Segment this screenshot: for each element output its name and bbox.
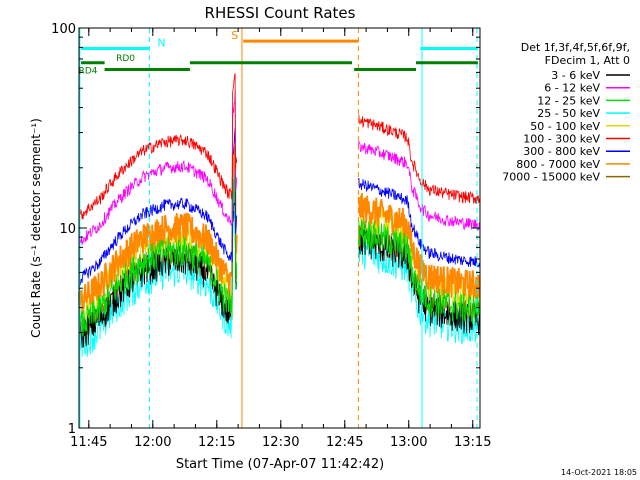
legend-label: 50 - 100 keV [530,120,600,133]
legend-label: 6 - 12 keV [544,82,600,95]
legend-label: 300 - 800 keV [523,145,600,158]
series-line-7 [78,127,238,285]
legend-title-line-1: Det 1f,3f,4f,5f,6f,9f, [521,41,630,54]
legend-title-line-2: FDecim 1, Att 0 [545,54,630,67]
series-line-8 [357,193,481,301]
legend-label: 7000 - 15000 keV [502,171,600,184]
x-tick-label: 13:15 [454,435,491,450]
y-axis: 1 10 100 [51,22,480,437]
legend-label: 100 - 300 keV [523,133,600,146]
legend-label: 800 - 7000 keV [516,158,600,171]
x-tick-label: 12:45 [326,435,363,450]
x-axis-label: Start Time (07-Apr-07 11:42:42) [176,457,384,472]
series-line-3 [78,174,238,344]
series-line-6 [358,114,481,204]
legend-label: 3 - 6 keV [551,69,600,82]
y-tick-label: 1 [68,422,76,437]
chart-title: RHESSI Count Rates [205,4,356,22]
x-tick-label: 12:30 [262,435,299,450]
y-axis-label: Count Rate (s⁻¹ detector segment⁻¹) [29,118,43,338]
series-line-3 [358,219,481,325]
series-line-6 [78,73,238,222]
decimation-label: RD4 [79,67,98,77]
y-tick-label: 10 [59,222,76,237]
x-tick-label: 11:45 [70,435,107,450]
plot-content: N S RD0 RD4 [78,28,481,428]
legend-label: 25 - 50 keV [537,107,600,120]
x-tick-label: 12:15 [198,435,235,450]
x-tick-label: 13:00 [390,435,427,450]
legend: Det 1f,3f,4f,5f,6f,9f, FDecim 1, Att 0 3… [502,41,630,184]
decimation-label: RD0 [116,54,135,64]
timestamp: 14-Oct-2021 18:05 [561,468,637,477]
series-line-2 [358,140,481,231]
y-tick-label: 100 [51,22,76,37]
attenuator-label: N [157,36,165,49]
x-tick-label: 12:00 [134,435,171,450]
series-line-7 [358,177,481,268]
x-axis: 11:45 12:00 12:15 12:30 12:45 13:00 13:15 [70,28,491,450]
series-line-2 [78,90,238,249]
legend-label: 12 - 25 keV [537,94,600,107]
series-line-1 [358,227,481,336]
attenuator-label: S [231,29,238,42]
